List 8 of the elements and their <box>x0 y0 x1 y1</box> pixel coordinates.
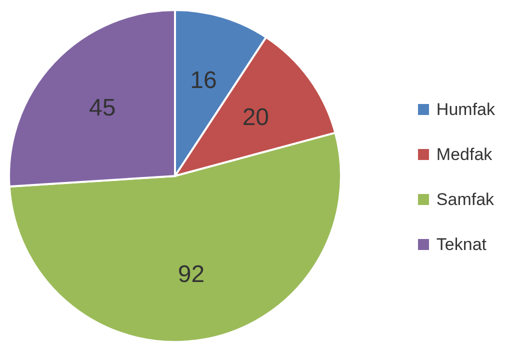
data-label: 20 <box>242 104 270 132</box>
legend-label: Teknat <box>436 234 487 254</box>
data-label: 92 <box>178 260 205 288</box>
legend-label: Samfak <box>436 190 494 210</box>
data-label: 16 <box>190 67 217 94</box>
legend-label: Humfak <box>436 100 495 120</box>
legend-label: Medfak <box>436 144 492 164</box>
data-label: 45 <box>89 94 116 122</box>
